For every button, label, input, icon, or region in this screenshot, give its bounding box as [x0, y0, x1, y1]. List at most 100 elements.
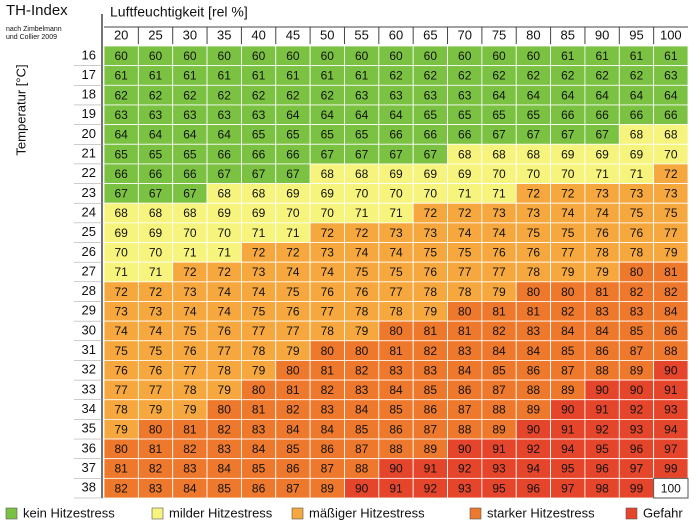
cell-value: 70 [149, 246, 163, 260]
cell-value: 72 [183, 265, 197, 279]
cell-value: 78 [527, 265, 541, 279]
cell-value: 91 [595, 403, 609, 417]
column-header: 20 [114, 27, 128, 42]
cell-value: 86 [321, 442, 335, 456]
cell-value: 90 [595, 383, 609, 397]
cell-value: 80 [630, 265, 644, 279]
cell-value: 80 [355, 344, 369, 358]
cell-value: 85 [218, 481, 232, 495]
cell-value: 66 [561, 108, 575, 122]
cell-value: 94 [527, 462, 541, 476]
cell-value: 84 [252, 442, 266, 456]
cell-value: 68 [252, 187, 266, 201]
cell-value: 84 [527, 344, 541, 358]
cell-value: 72 [286, 246, 300, 260]
cell-value: 66 [252, 147, 266, 161]
cell-value: 76 [595, 226, 609, 240]
cell-value: 63 [183, 108, 197, 122]
cell-value: 62 [630, 69, 644, 83]
row-header: 26 [82, 244, 96, 259]
cell-value: 89 [561, 383, 575, 397]
row-header: 37 [82, 460, 96, 475]
column-header: 95 [629, 27, 643, 42]
cell-value: 85 [630, 324, 644, 338]
cell-value: 69 [286, 187, 300, 201]
cell-value: 71 [218, 246, 232, 260]
cell-value: 93 [630, 422, 644, 436]
cell-value: 68 [355, 167, 369, 181]
cell-value: 74 [183, 304, 197, 318]
cell-value: 60 [286, 49, 300, 63]
cell-value: 83 [183, 462, 197, 476]
cell-value: 67 [527, 128, 541, 142]
cell-value: 77 [218, 344, 232, 358]
cell-value: 60 [355, 49, 369, 63]
cell-value: 63 [114, 108, 128, 122]
column-header: 45 [286, 27, 300, 42]
cell-value: 81 [424, 324, 438, 338]
cell-value: 72 [321, 226, 335, 240]
cell-value: 70 [664, 147, 678, 161]
cell-value: 69 [389, 167, 403, 181]
cell-value: 70 [561, 167, 575, 181]
cell-value: 88 [527, 383, 541, 397]
cell-value: 77 [664, 226, 678, 240]
cell-value: 72 [458, 206, 472, 220]
cell-value: 61 [595, 49, 609, 63]
cell-value: 83 [355, 383, 369, 397]
cell-value: 67 [561, 128, 575, 142]
cell-value: 70 [389, 187, 403, 201]
cell-value: 72 [355, 226, 369, 240]
cell-value: 76 [114, 363, 128, 377]
cell-value: 63 [355, 88, 369, 102]
cell-value: 86 [527, 363, 541, 377]
cell-value: 71 [286, 226, 300, 240]
cell-value: 74 [355, 246, 369, 260]
cell-value: 86 [424, 403, 438, 417]
cell-value: 63 [218, 108, 232, 122]
cell-value: 64 [595, 88, 609, 102]
cell-value: 83 [149, 481, 163, 495]
row-label: Temperatur [°C] [13, 64, 28, 155]
cell-value: 68 [492, 147, 506, 161]
cell-value: 61 [355, 69, 369, 83]
cell-value: 75 [561, 226, 575, 240]
cell-value: 61 [561, 49, 575, 63]
cell-value: 67 [389, 147, 403, 161]
cell-value: 63 [458, 88, 472, 102]
row-header: 29 [82, 303, 96, 318]
cell-value: 79 [149, 403, 163, 417]
cell-value: 68 [114, 206, 128, 220]
cell-value: 68 [218, 187, 232, 201]
cell-value: 93 [664, 403, 678, 417]
cell-value: 69 [458, 167, 472, 181]
cell-value: 62 [595, 69, 609, 83]
cell-value: 84 [286, 422, 300, 436]
cell-value: 69 [114, 226, 128, 240]
cell-value: 72 [218, 265, 232, 279]
cell-value: 60 [183, 49, 197, 63]
cell-value: 84 [355, 403, 369, 417]
cell-value: 68 [149, 206, 163, 220]
cell-value: 91 [664, 383, 678, 397]
cell-value: 88 [389, 442, 403, 456]
cell-value: 65 [149, 147, 163, 161]
cell-value: 71 [630, 167, 644, 181]
cell [653, 477, 689, 499]
cell-value: 76 [183, 344, 197, 358]
row-header: 23 [82, 185, 96, 200]
cell-value: 77 [183, 363, 197, 377]
cell-value: 83 [389, 363, 403, 377]
cell-value: 75 [664, 206, 678, 220]
cell-value: 80 [114, 442, 128, 456]
cell-value: 82 [149, 462, 163, 476]
cell-value: 65 [458, 108, 472, 122]
column-label: Luftfeuchtigkeit [rel %] [110, 4, 248, 20]
cell-value: 76 [355, 285, 369, 299]
cell-value: 82 [630, 285, 644, 299]
cell-value: 60 [114, 49, 128, 63]
cell-value: 61 [183, 69, 197, 83]
cell-value: 93 [458, 481, 472, 495]
cell-value: 70 [286, 206, 300, 220]
cell-value: 71 [492, 187, 506, 201]
